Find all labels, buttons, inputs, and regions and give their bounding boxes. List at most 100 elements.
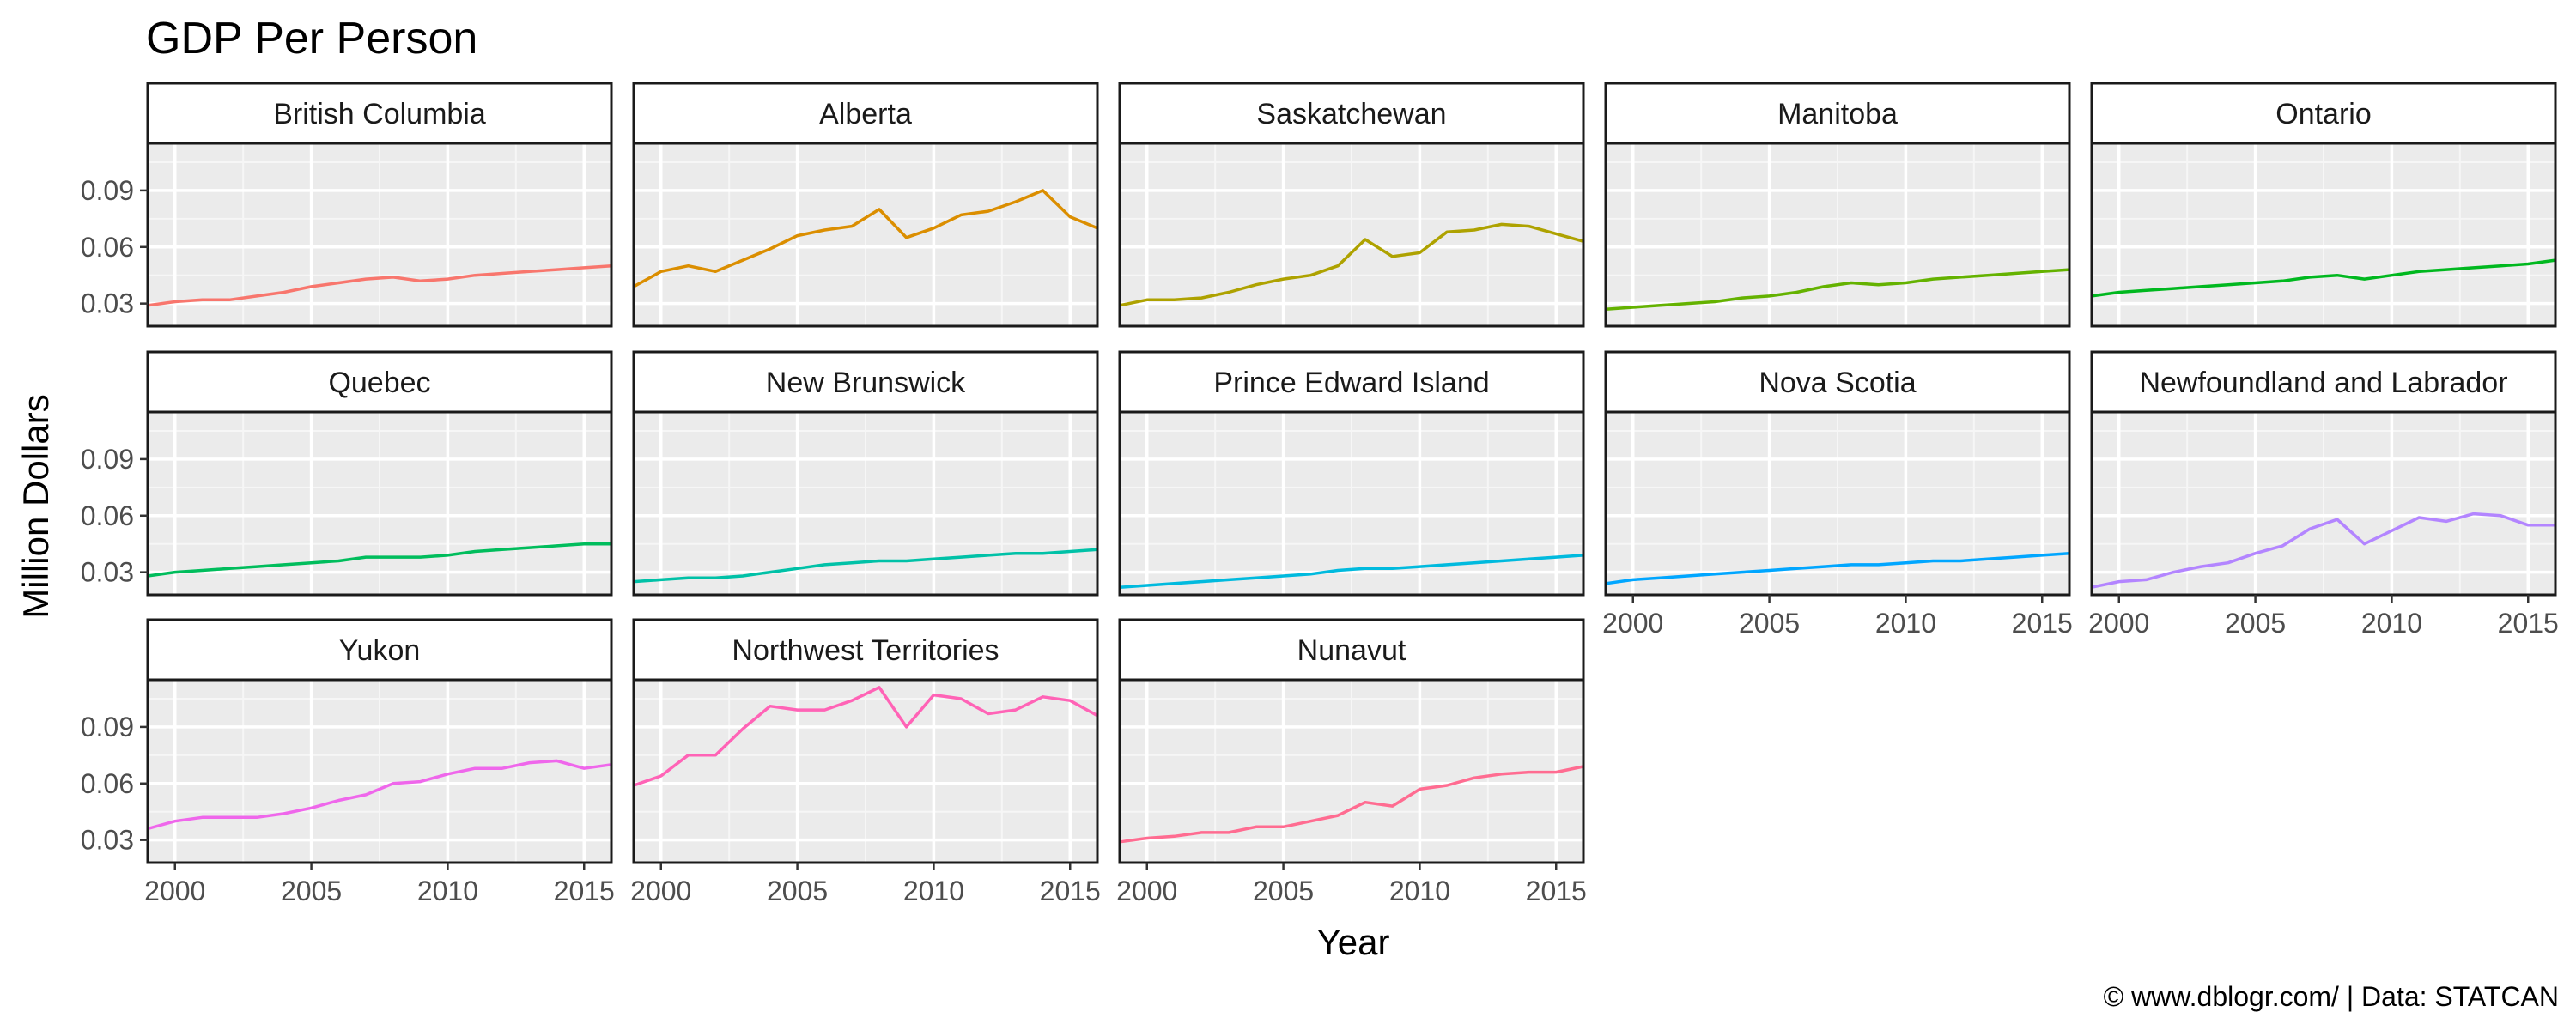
- x-tick-label: 2005: [281, 876, 342, 906]
- panel-border: [1118, 410, 1585, 597]
- series-line-british-columbia: [147, 264, 612, 307]
- strip-newfoundland-and-labrador: [2090, 350, 2557, 414]
- series-line-nunavut: [1119, 765, 1584, 844]
- x-tick-label: 2000: [2088, 608, 2149, 639]
- y-tick-label: 0.03: [81, 557, 134, 588]
- x-tick-label: 2000: [1116, 876, 1177, 906]
- panel-british-columbia: British Columbia 0.03 0.06 0.09: [81, 82, 613, 328]
- panel-border: [1604, 142, 2071, 328]
- series-line-nova-scotia: [1605, 551, 2070, 585]
- series-line-yukon: [147, 759, 612, 831]
- x-tick-label: 2005: [2225, 608, 2286, 639]
- y-tick-label: 0.09: [81, 712, 134, 742]
- panel-border: [1118, 678, 1585, 864]
- panel-yukon: Yukon 0.03 0.06 0.09 2000 2005 2010 2015: [81, 618, 615, 906]
- series-line-ontario: [2091, 258, 2556, 298]
- panel-northwest-territories: Northwest Territories 2000 2005 2010 2015: [630, 618, 1101, 906]
- strip-quebec: [146, 350, 613, 414]
- panel-prince-edward-island: Prince Edward Island: [1118, 350, 1585, 597]
- strip-nova-scotia: [1604, 350, 2071, 414]
- y-tick-label: 0.03: [81, 288, 134, 319]
- caption: © www.dblogr.com/ | Data: STATCAN: [2104, 981, 2559, 1012]
- facet-panels: British Columbia 0.03 0.06 0.09 Alberta Saska…: [81, 82, 2559, 906]
- y-tick-label: 0.09: [81, 175, 134, 206]
- x-tick-label: 2005: [1253, 876, 1314, 906]
- series-line-new-brunswick: [633, 548, 1098, 584]
- panel-border: [632, 678, 1099, 864]
- x-tick-label: 2005: [1739, 608, 1800, 639]
- strip-label-alberta: Alberta: [819, 98, 912, 130]
- panel-manitoba: Manitoba: [1604, 82, 2071, 328]
- strip-label-newfoundland-and-labrador: Newfoundland and Labrador: [2139, 367, 2507, 399]
- panel-border: [146, 410, 613, 597]
- panel-new-brunswick: New Brunswick: [632, 350, 1099, 597]
- strip-yukon: [146, 618, 613, 682]
- panel-border: [2090, 410, 2557, 597]
- strip-label-nunavut: Nunavut: [1297, 634, 1406, 667]
- panel-ontario: Ontario: [2090, 82, 2557, 328]
- x-tick-label: 2000: [144, 876, 205, 906]
- strip-saskatchewan: [1118, 82, 1585, 145]
- strip-ontario: [2090, 82, 2557, 145]
- x-tick-label: 2015: [1526, 876, 1587, 906]
- x-tick-label: 2010: [1389, 876, 1450, 906]
- strip-nunavut: [1118, 618, 1585, 682]
- panel-border: [1118, 142, 1585, 328]
- x-axis-title: Year: [1317, 922, 1390, 962]
- strip-alberta: [632, 82, 1099, 145]
- x-tick-label: 2000: [1602, 608, 1663, 639]
- panel-quebec: Quebec 0.03 0.06 0.09: [81, 350, 613, 597]
- panel-border: [2090, 142, 2557, 328]
- chart-title: GDP Per Person: [146, 14, 477, 64]
- series-line-saskatchewan: [1119, 222, 1584, 307]
- panel-border: [146, 142, 613, 328]
- strip-label-ontario: Ontario: [2275, 98, 2372, 130]
- x-tick-label: 2010: [2361, 608, 2422, 639]
- y-tick-label: 0.06: [81, 232, 134, 263]
- panel-saskatchewan: Saskatchewan: [1118, 82, 1585, 328]
- panel-nunavut: Nunavut 2000 2005 2010 2015: [1116, 618, 1587, 906]
- strip-label-saskatchewan: Saskatchewan: [1256, 98, 1446, 130]
- panel-border: [146, 678, 613, 864]
- strip-label-british-columbia: British Columbia: [273, 98, 486, 130]
- y-tick-label: 0.03: [81, 825, 134, 856]
- x-tick-label: 2015: [2012, 608, 2073, 639]
- series-line-northwest-territories: [633, 686, 1098, 787]
- series-line-manitoba: [1605, 268, 2070, 311]
- strip-label-quebec: Quebec: [328, 367, 430, 399]
- x-tick-label: 2015: [554, 876, 615, 906]
- x-tick-label: 2015: [1040, 876, 1101, 906]
- x-tick-label: 2005: [767, 876, 828, 906]
- strip-label-new-brunswick: New Brunswick: [766, 367, 966, 399]
- panel-border: [632, 142, 1099, 328]
- strip-british-columbia: [146, 82, 613, 145]
- strip-label-prince-edward-island: Prince Edward Island: [1213, 367, 1489, 399]
- strip-label-manitoba: Manitoba: [1777, 98, 1898, 130]
- series-line-alberta: [633, 189, 1098, 288]
- panel-alberta: Alberta: [632, 82, 1099, 328]
- series-line-newfoundland-and-labrador: [2091, 512, 2555, 589]
- panel-border: [632, 410, 1099, 597]
- panel-newfoundland-and-labrador: Newfoundland and Labrador 2000 2005 2010 201…: [2088, 350, 2559, 639]
- x-tick-label: 2015: [2498, 608, 2559, 639]
- x-tick-label: 2010: [903, 876, 964, 906]
- y-tick-label: 0.06: [81, 500, 134, 531]
- panel-border: [1604, 410, 2071, 597]
- x-tick-label: 2000: [630, 876, 691, 906]
- x-tick-label: 2010: [1875, 608, 1936, 639]
- panel-nova-scotia: Nova Scotia 2000 2005 2010 2015: [1602, 350, 2073, 639]
- y-axis-title: Million Dollars: [15, 394, 56, 618]
- strip-label-nova-scotia: Nova Scotia: [1759, 367, 1916, 399]
- x-tick-label: 2010: [417, 876, 478, 906]
- strip-manitoba: [1604, 82, 2071, 145]
- series-line-prince-edward-island: [1119, 554, 1584, 589]
- strip-prince-edward-island: [1118, 350, 1585, 414]
- strip-northwest-territories: [632, 618, 1099, 682]
- series-line-quebec: [147, 542, 611, 578]
- strip-label-northwest-territories: Northwest Territories: [732, 634, 999, 667]
- y-tick-label: 0.06: [81, 768, 134, 799]
- strip-label-yukon: Yukon: [339, 634, 421, 667]
- y-tick-label: 0.09: [81, 444, 134, 475]
